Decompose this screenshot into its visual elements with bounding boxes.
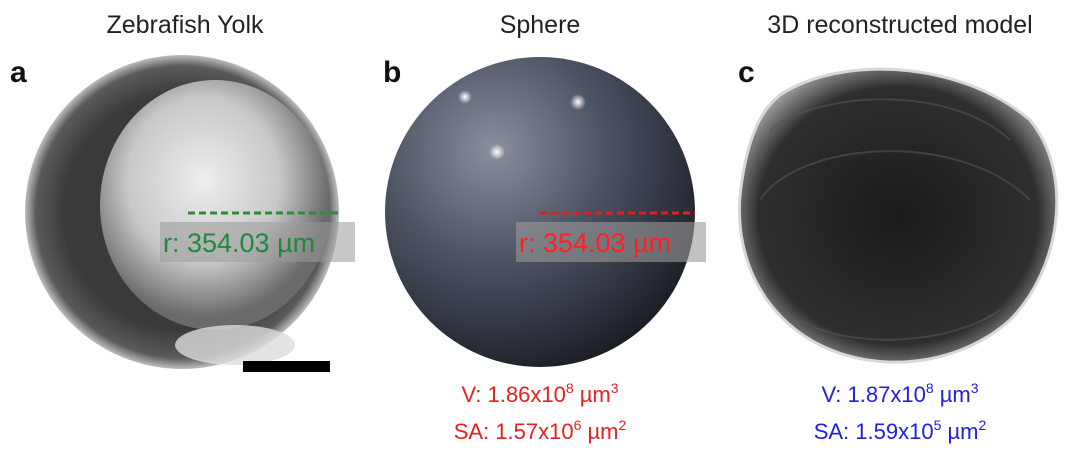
exponent: 2 (619, 417, 627, 433)
surface-area: SA: 1.57x106 µm2 (454, 417, 627, 444)
radius-label: r: 354.03 µm (163, 228, 315, 258)
exponent: 5 (934, 417, 942, 433)
unit: µm (941, 419, 978, 444)
panel-title: 3D reconstructed model (767, 11, 1032, 39)
exponent: 3 (971, 380, 979, 396)
scale-bar (243, 361, 330, 372)
reconstructed-model (739, 69, 1056, 362)
exponent: 8 (926, 380, 934, 396)
volume: V: 1.87x108 µm3 (821, 380, 978, 407)
exponent: 6 (574, 417, 582, 433)
volume: V: 1.86x108 µm3 (461, 380, 618, 407)
panel-title: Zebrafish Yolk (106, 11, 264, 39)
highlight (489, 144, 505, 160)
yolk-inner (100, 80, 330, 330)
panel-letter: b (383, 56, 401, 89)
text: V: 1.86x10 (461, 382, 565, 407)
unit: µm (934, 382, 971, 407)
yolk-edge (175, 325, 295, 365)
panel-letter: c (738, 56, 755, 89)
text: SA: 1.59x10 (814, 419, 934, 444)
surface-area: SA: 1.59x105 µm2 (814, 417, 987, 444)
highlight (458, 90, 472, 104)
panel-letter: a (10, 56, 27, 89)
unit: µm (574, 382, 611, 407)
exponent: 2 (979, 417, 987, 433)
text: SA: 1.57x10 (454, 419, 574, 444)
panel-title: Sphere (500, 11, 581, 39)
radius-label: r: 354.03 µm (519, 228, 671, 258)
text: V: 1.87x10 (821, 382, 925, 407)
highlight (570, 94, 586, 110)
unit: µm (581, 419, 618, 444)
figure: Zebrafish Yolk a r: 354.03 µm Sphere b r… (0, 0, 1065, 450)
exponent: 3 (611, 380, 619, 396)
exponent: 8 (566, 380, 574, 396)
